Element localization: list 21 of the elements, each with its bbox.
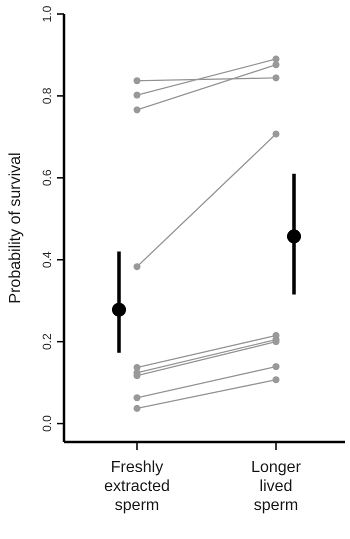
point — [272, 74, 280, 82]
point — [134, 77, 140, 84]
point — [272, 56, 280, 63]
y-tick-label: 0.2 — [40, 332, 54, 350]
y-tick-label: 1.0 — [40, 5, 54, 22]
y-tick-label: 0.0 — [40, 414, 54, 432]
point — [134, 106, 140, 114]
point — [134, 394, 140, 402]
point — [272, 61, 280, 68]
point — [272, 376, 280, 384]
point — [134, 92, 140, 99]
point — [272, 130, 280, 138]
x-tick-label: Freshly extracted sperm — [104, 459, 170, 514]
y-tick-label: 0.6 — [40, 169, 54, 186]
point — [134, 404, 140, 412]
point — [134, 263, 140, 270]
y-tick-label: 0.8 — [40, 87, 54, 104]
y-axis-title: Probability of survival — [7, 152, 24, 304]
point — [272, 363, 280, 370]
x-tick-label: Longer lived sperm — [251, 459, 302, 514]
y-tick-label: 0.4 — [40, 251, 54, 268]
